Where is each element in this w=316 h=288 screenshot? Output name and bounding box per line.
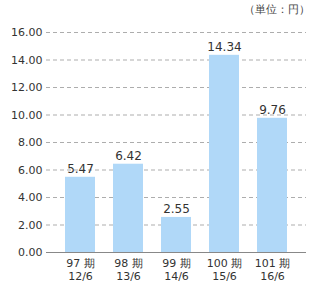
svg-text:0.00: 0.00: [18, 246, 43, 259]
svg-text:6.42: 6.42: [115, 149, 142, 163]
svg-text:6.00: 6.00: [18, 164, 43, 177]
svg-text:97 期12/6: 97 期12/6: [66, 257, 95, 283]
svg-text:5.47: 5.47: [67, 162, 94, 176]
html-text:（単位：円）: （単位：円）: [244, 3, 310, 16]
svg-text:10.00: 10.00: [11, 109, 43, 122]
svg-text:12.00: 12.00: [11, 81, 43, 94]
svg-text:2.00: 2.00: [18, 219, 43, 232]
svg-text:99 期14/6: 99 期14/6: [162, 257, 191, 283]
svg-text:14.34: 14.34: [207, 40, 241, 54]
svg-text:98 期13/6: 98 期13/6: [114, 257, 143, 283]
svg-text:16.00: 16.00: [11, 26, 43, 39]
svg-text:9.76: 9.76: [259, 103, 286, 117]
svg-text:100 期15/6: 100 期15/6: [207, 257, 243, 283]
svg-text:101 期16/6: 101 期16/6: [255, 257, 291, 283]
svg-text:8.00: 8.00: [18, 136, 43, 149]
svg-text:4.00: 4.00: [18, 191, 43, 204]
svg-text:2.55: 2.55: [163, 202, 190, 216]
svg-text:14.00: 14.00: [11, 54, 43, 67]
